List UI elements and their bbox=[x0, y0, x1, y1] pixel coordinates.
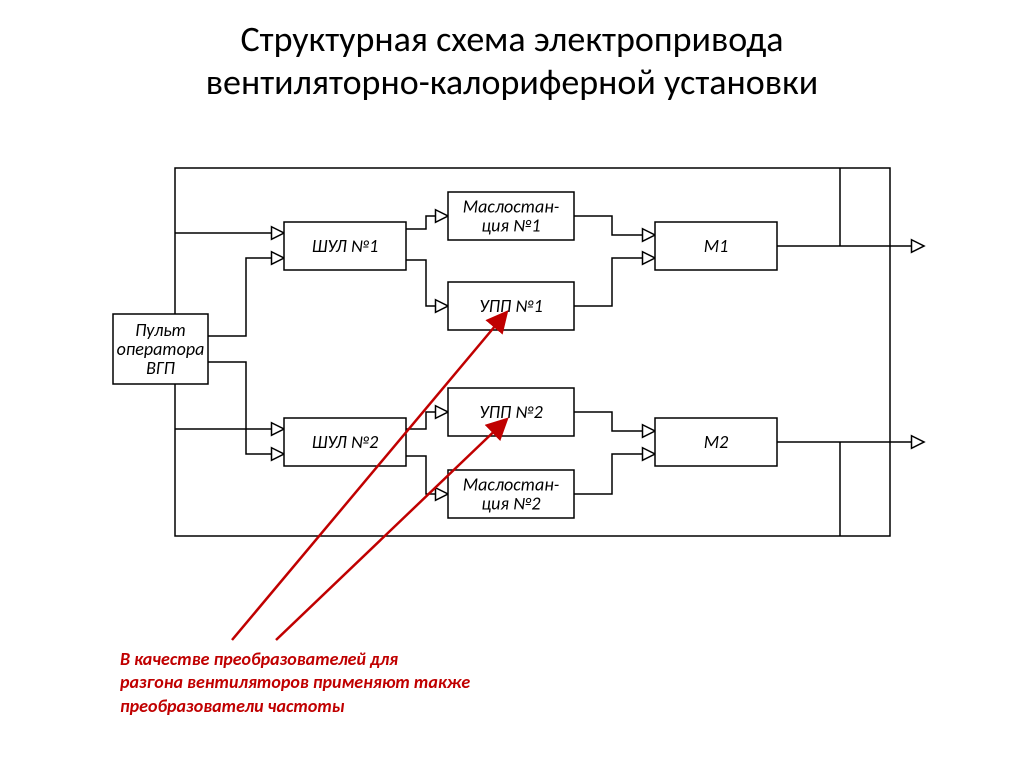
node-label-shul2: ШУЛ №2 bbox=[312, 431, 379, 453]
node-label-upp1: УПП №1 bbox=[479, 295, 542, 317]
caption-line3: преобразователи частоты bbox=[120, 695, 470, 718]
node-label-m1: М1 bbox=[704, 235, 729, 257]
node-label-shul1: ШУЛ №1 bbox=[312, 235, 379, 257]
caption-line1: В качестве преобразователей для bbox=[120, 648, 470, 671]
node-label-maslo1: ция №1 bbox=[481, 214, 540, 236]
caption-line2: разгона вентиляторов применяют также bbox=[120, 671, 470, 694]
node-label-m2: М2 bbox=[704, 431, 729, 453]
node-label-maslo2: ция №2 bbox=[481, 492, 540, 514]
caption: В качестве преобразователей для разгона … bbox=[120, 648, 470, 718]
node-label-pult: ВГП bbox=[146, 357, 176, 379]
node-label-upp2: УПП №2 bbox=[479, 401, 542, 423]
